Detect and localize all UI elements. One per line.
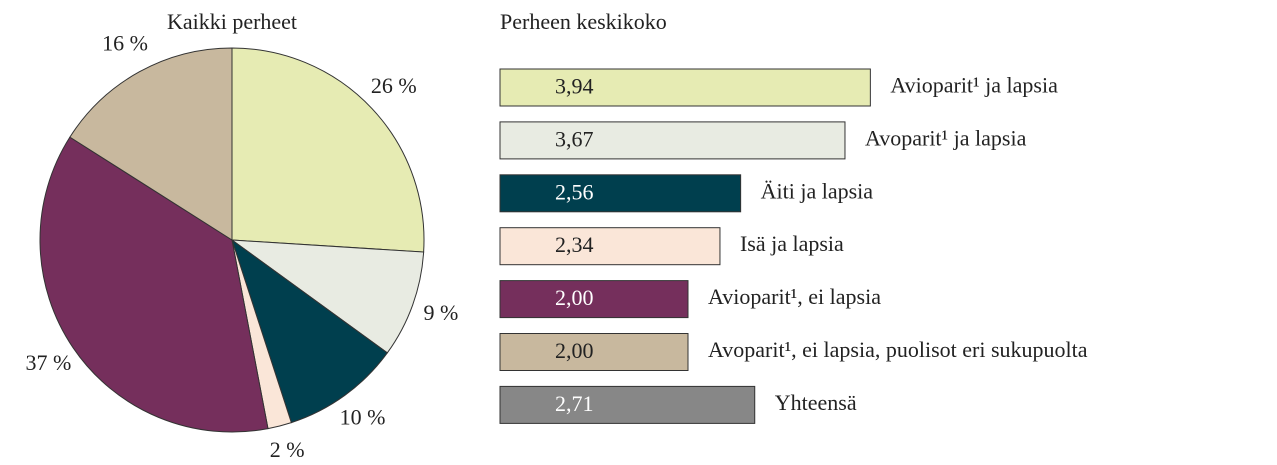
- value-label: 2,00: [555, 338, 594, 363]
- category-label: Isä ja lapsia: [740, 231, 844, 256]
- value-label: 2,34: [555, 232, 594, 257]
- value-label: 2,71: [555, 391, 594, 416]
- bar: [499, 333, 689, 371]
- bar: [499, 280, 689, 319]
- pie-slice: [230, 239, 425, 354]
- bar: [499, 68, 871, 107]
- category-label: Avoparit¹ ja lapsia: [865, 125, 1027, 150]
- pie-slice: [231, 238, 389, 424]
- value-label: 3,67: [555, 126, 594, 151]
- value-label: 2,56: [555, 179, 594, 204]
- bar-title: Perheen keskikoko: [500, 9, 667, 34]
- slice-label: 37 %: [25, 350, 71, 375]
- pie-slice: [39, 136, 269, 433]
- category-label: Avioparit¹ ja lapsia: [890, 73, 1058, 98]
- category-label: Äiti ja lapsia: [761, 178, 874, 203]
- category-label: Avioparit¹, ei lapsia: [708, 284, 881, 309]
- category-label: Yhteensä: [775, 390, 857, 415]
- bar: [499, 174, 742, 213]
- pie-slice: [69, 47, 233, 241]
- pie-slice: [231, 47, 425, 253]
- slice-label: 2 %: [270, 437, 305, 462]
- slice-label: 10 %: [340, 405, 386, 430]
- value-label: 2,00: [555, 285, 594, 310]
- pie-title: Kaikki perheet: [167, 9, 297, 34]
- slice-label: 26 %: [371, 73, 417, 98]
- bar: [499, 121, 846, 160]
- slice-label: 9 %: [423, 300, 458, 325]
- bar: [499, 385, 756, 424]
- category-label: Avoparit¹, ei lapsia, puolisot eri sukup…: [708, 337, 1088, 362]
- bar: [499, 227, 721, 266]
- slice-label: 16 %: [102, 31, 148, 56]
- value-label: 3,94: [555, 74, 594, 99]
